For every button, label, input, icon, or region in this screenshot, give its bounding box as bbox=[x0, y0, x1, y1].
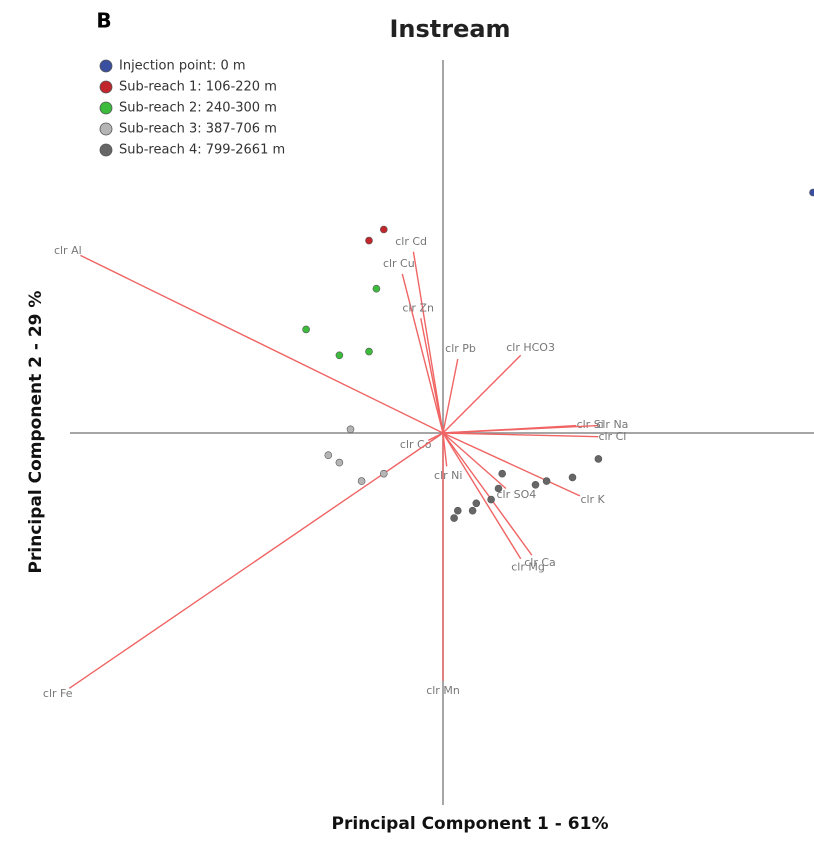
loading-vector bbox=[442, 432, 507, 490]
vector-label: clr K bbox=[580, 493, 605, 506]
loading-vector bbox=[442, 432, 522, 560]
vector-label: clr HCO3 bbox=[506, 341, 555, 354]
legend-label: Injection point: 0 m bbox=[119, 59, 246, 74]
vector-label: clr Si bbox=[577, 418, 604, 431]
loading-vector bbox=[412, 251, 444, 434]
data-point bbox=[453, 506, 462, 515]
legend-label: Sub-reach 3: 387-706 m bbox=[119, 122, 277, 137]
data-point bbox=[365, 347, 373, 356]
y-axis-label: Principal Component 2 - 29 % bbox=[26, 291, 46, 574]
vector-label: clr Pb bbox=[445, 342, 476, 355]
vector-label: clr Zn bbox=[402, 301, 434, 314]
data-point bbox=[468, 506, 477, 515]
vector-label: clr SO4 bbox=[497, 488, 537, 501]
vector-label: clr Mg bbox=[511, 560, 545, 573]
loading-vector bbox=[401, 273, 444, 434]
legend-marker bbox=[99, 59, 113, 73]
loading-vector bbox=[442, 432, 599, 438]
loading-vector bbox=[442, 358, 459, 434]
data-point bbox=[450, 514, 458, 522]
legend-label: Sub-reach 2: 240-300 m bbox=[119, 101, 277, 116]
loading-vector bbox=[442, 424, 599, 434]
loading-vector bbox=[80, 254, 444, 434]
data-point bbox=[568, 473, 577, 482]
loading-vector bbox=[442, 354, 522, 434]
data-point bbox=[472, 499, 481, 508]
data-point bbox=[372, 284, 381, 293]
loading-vector bbox=[420, 318, 444, 434]
data-point bbox=[324, 451, 333, 460]
vector-label: clr Cl bbox=[598, 430, 626, 443]
legend-label: Sub-reach 1: 106-220 m bbox=[119, 80, 277, 95]
x-axis-label: Principal Component 1 - 61% bbox=[332, 814, 609, 834]
data-point bbox=[809, 188, 814, 197]
data-point bbox=[335, 351, 344, 360]
loading-vector bbox=[442, 432, 533, 556]
legend-marker bbox=[99, 143, 113, 157]
chart-title: Instream bbox=[389, 15, 510, 43]
vector-label: clr Ca bbox=[524, 556, 556, 569]
data-point bbox=[487, 495, 495, 504]
data-point bbox=[542, 477, 551, 485]
data-point bbox=[498, 469, 507, 478]
data-point bbox=[302, 325, 310, 334]
data-point bbox=[494, 484, 503, 493]
vector-label: clr Cd bbox=[395, 235, 427, 248]
vector-label: clr Cu bbox=[383, 257, 415, 270]
legend-marker bbox=[99, 80, 113, 94]
data-point bbox=[357, 477, 366, 485]
legend-label: Sub-reach 4: 799-2661 m bbox=[119, 143, 285, 158]
data-point bbox=[379, 469, 388, 478]
loading-vector bbox=[68, 432, 444, 689]
vector-label: clr Fe bbox=[43, 687, 73, 700]
vector-label: clr Ni bbox=[434, 469, 462, 482]
data-point bbox=[594, 455, 603, 463]
legend-marker bbox=[99, 122, 113, 136]
data-point bbox=[379, 225, 388, 234]
vector-label: clr Al bbox=[54, 244, 82, 257]
data-point bbox=[335, 458, 344, 467]
vector-label: clr Co bbox=[400, 438, 432, 451]
data-point bbox=[531, 480, 540, 489]
vector-label: clr Mn bbox=[426, 684, 460, 697]
legend-marker bbox=[99, 101, 113, 115]
vector-label: clr Na bbox=[596, 418, 628, 431]
panel-label: B bbox=[96, 9, 111, 33]
data-point bbox=[346, 425, 355, 434]
data-point bbox=[365, 236, 373, 245]
loading-vector bbox=[442, 432, 581, 497]
